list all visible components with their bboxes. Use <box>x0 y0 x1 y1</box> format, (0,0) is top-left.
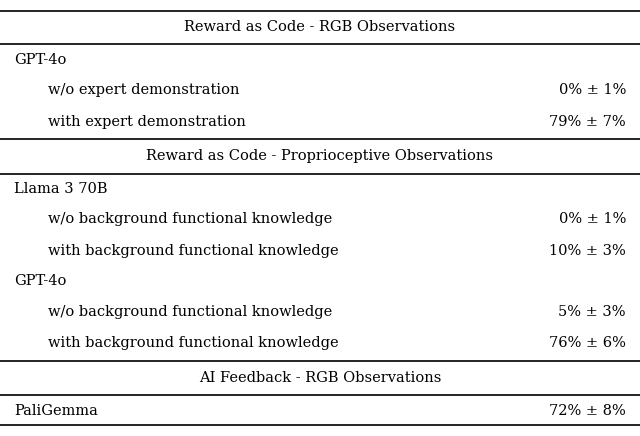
Text: PaliGemma: PaliGemma <box>14 404 98 418</box>
Text: 72% ± 8%: 72% ± 8% <box>549 404 626 418</box>
Text: AI Feedback - RGB Observations: AI Feedback - RGB Observations <box>199 371 441 385</box>
Text: with background functional knowledge: with background functional knowledge <box>48 336 339 351</box>
Text: with background functional knowledge: with background functional knowledge <box>48 244 339 258</box>
Text: Llama 3 70B: Llama 3 70B <box>14 182 108 196</box>
Text: 79% ± 7%: 79% ± 7% <box>549 115 626 129</box>
Text: 76% ± 6%: 76% ± 6% <box>549 336 626 351</box>
Text: 0% ± 1%: 0% ± 1% <box>559 83 626 97</box>
Text: 0% ± 1%: 0% ± 1% <box>559 212 626 226</box>
Text: 5% ± 3%: 5% ± 3% <box>559 304 626 319</box>
Text: w/o expert demonstration: w/o expert demonstration <box>48 83 239 97</box>
Text: w/o background functional knowledge: w/o background functional knowledge <box>48 212 332 226</box>
Text: w/o background functional knowledge: w/o background functional knowledge <box>48 304 332 319</box>
Text: with expert demonstration: with expert demonstration <box>48 115 246 129</box>
Text: GPT-4o: GPT-4o <box>14 53 67 67</box>
Text: GPT-4o: GPT-4o <box>14 274 67 288</box>
Text: Reward as Code - Proprioceptive Observations: Reward as Code - Proprioceptive Observat… <box>147 149 493 163</box>
Text: Reward as Code - RGB Observations: Reward as Code - RGB Observations <box>184 20 456 34</box>
Text: 10% ± 3%: 10% ± 3% <box>549 244 626 258</box>
